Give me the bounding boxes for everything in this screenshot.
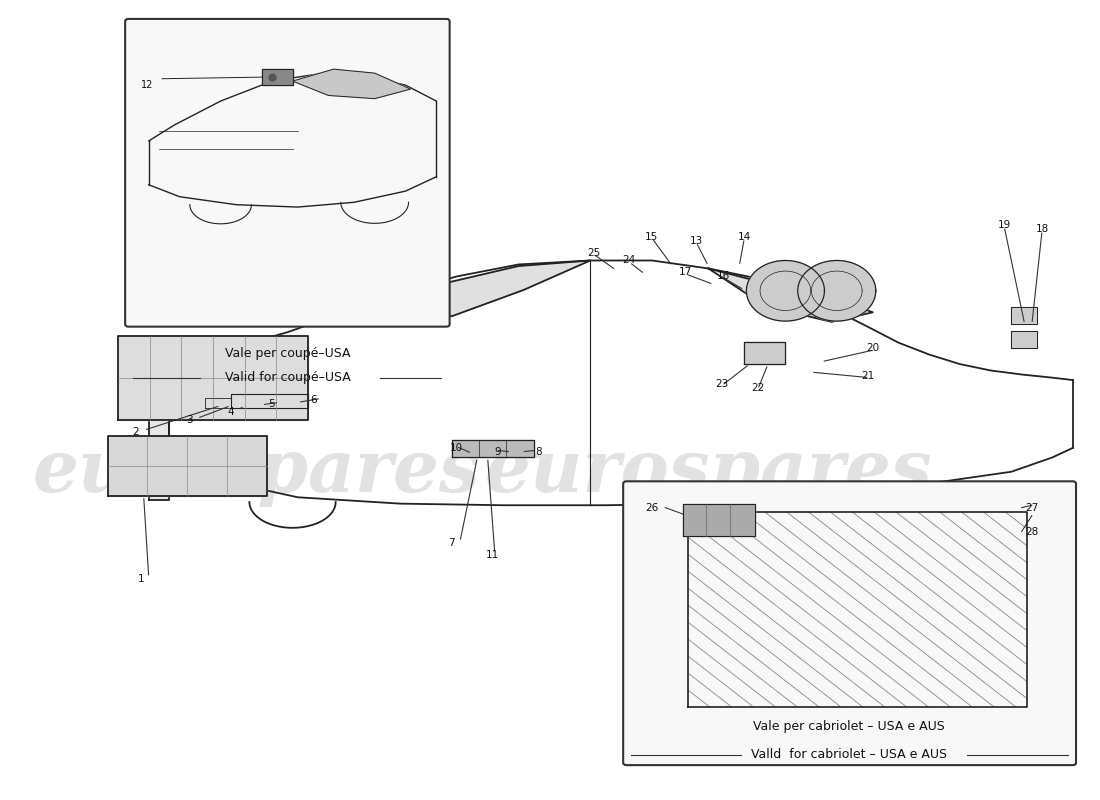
Text: 24: 24 — [623, 255, 636, 266]
Polygon shape — [118, 336, 308, 420]
Text: 25: 25 — [586, 247, 600, 258]
Text: 10: 10 — [450, 443, 463, 453]
FancyBboxPatch shape — [125, 19, 450, 326]
Polygon shape — [1011, 330, 1037, 348]
Text: Valid for coupé–USA: Valid for coupé–USA — [224, 371, 350, 384]
Text: 17: 17 — [679, 267, 692, 278]
Text: Valld  for cabriolet – USA e AUS: Valld for cabriolet – USA e AUS — [751, 748, 947, 762]
Polygon shape — [745, 342, 785, 364]
Polygon shape — [452, 440, 534, 458]
Text: 23: 23 — [715, 379, 728, 389]
Text: 9: 9 — [495, 447, 502, 457]
Polygon shape — [206, 398, 231, 408]
Text: 21: 21 — [861, 371, 875, 381]
Polygon shape — [747, 261, 824, 321]
Polygon shape — [148, 444, 169, 500]
Polygon shape — [798, 261, 876, 321]
Text: 27: 27 — [1025, 502, 1038, 513]
Text: 7: 7 — [449, 538, 455, 549]
Polygon shape — [262, 69, 293, 85]
Text: 19: 19 — [998, 220, 1011, 230]
Text: 6: 6 — [310, 395, 317, 405]
Text: 16: 16 — [717, 271, 730, 282]
Text: 8: 8 — [536, 447, 542, 457]
Text: Vale per coupé–USA: Vale per coupé–USA — [224, 347, 350, 360]
Polygon shape — [293, 69, 410, 98]
Text: 2: 2 — [132, 427, 139, 437]
Text: 22: 22 — [751, 383, 764, 393]
Text: 4: 4 — [228, 407, 234, 417]
Polygon shape — [406, 261, 591, 316]
Text: 14: 14 — [738, 231, 751, 242]
Text: 26: 26 — [646, 502, 659, 513]
Text: 13: 13 — [690, 235, 703, 246]
Text: 20: 20 — [866, 343, 879, 353]
Text: 5: 5 — [268, 399, 275, 409]
Text: 15: 15 — [646, 231, 659, 242]
Text: Vale per cabriolet – USA e AUS: Vale per cabriolet – USA e AUS — [754, 720, 945, 734]
Text: 18: 18 — [1035, 223, 1048, 234]
Polygon shape — [231, 394, 308, 408]
Polygon shape — [1011, 306, 1037, 324]
Text: 28: 28 — [1025, 526, 1038, 537]
Polygon shape — [683, 504, 755, 535]
Text: 11: 11 — [486, 550, 499, 561]
Text: eurospares: eurospares — [33, 436, 481, 507]
Text: 3: 3 — [187, 415, 194, 425]
Text: 12: 12 — [141, 80, 153, 90]
Polygon shape — [148, 392, 169, 440]
Text: 1: 1 — [139, 574, 145, 584]
Text: eurospares: eurospares — [485, 436, 932, 507]
Polygon shape — [708, 269, 872, 322]
FancyBboxPatch shape — [624, 482, 1076, 765]
Polygon shape — [108, 436, 267, 496]
